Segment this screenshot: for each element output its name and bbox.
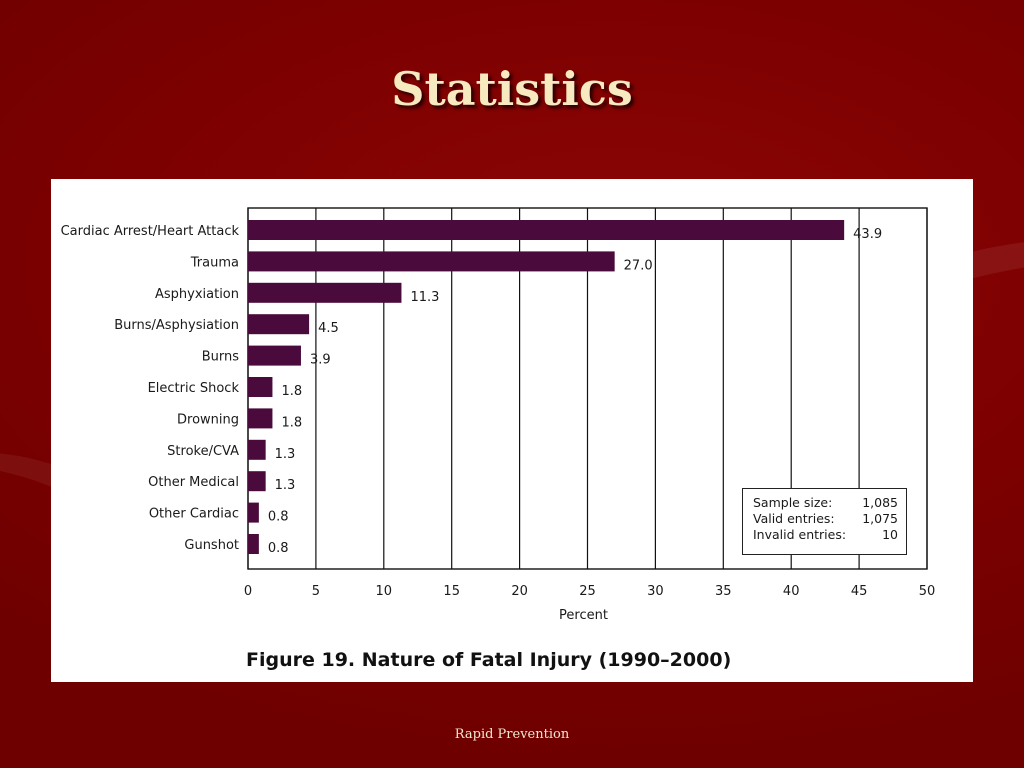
bar: [248, 471, 266, 492]
bar: [248, 251, 615, 272]
x-tick-label: 0: [244, 584, 252, 599]
data-label: 1.3: [275, 447, 296, 462]
data-label: 0.8: [268, 510, 289, 525]
x-tick-label: 15: [443, 584, 460, 599]
data-label: 27.0: [624, 258, 653, 273]
info-label: Valid entries:: [753, 511, 835, 526]
x-tick-label: 30: [647, 584, 664, 599]
data-label: 1.8: [281, 384, 302, 399]
category-label: Drowning: [177, 412, 239, 427]
x-tick-label: 35: [715, 584, 732, 599]
category-label: Asphyxiation: [155, 287, 239, 302]
category-label: Other Medical: [148, 475, 239, 490]
bar: [248, 345, 301, 366]
bar: [248, 220, 845, 240]
bar-chart: 0 5 10 15 20 25 30 35 40 45 50 Cardiac Arrest/Heart…: [61, 207, 936, 671]
x-tick-label: 20: [511, 584, 528, 599]
data-label: 1.3: [275, 478, 296, 493]
slide-footer: Rapid Prevention: [454, 727, 570, 742]
bar: [248, 408, 273, 429]
bar: [248, 502, 259, 523]
data-label: 0.8: [268, 541, 289, 556]
bar: [248, 439, 266, 460]
info-row-valid-entries: Valid entries: 1,075: [753, 511, 898, 527]
x-tick-label: 40: [783, 584, 800, 599]
data-label: 4.5: [318, 321, 339, 336]
category-label: Burns: [202, 350, 240, 365]
x-tick-label: 10: [376, 584, 393, 599]
info-value: 10: [882, 527, 898, 542]
x-tick-label: 45: [851, 584, 868, 599]
x-tick-label: 25: [579, 584, 596, 599]
slide-title: Statistics: [391, 62, 633, 116]
bar: [248, 282, 402, 303]
bar: [248, 534, 259, 554]
info-value: 1,085: [862, 495, 898, 510]
sample-info-box: Sample size: 1,085 Valid entries: 1,075 …: [742, 488, 907, 555]
info-row-invalid-entries: Invalid entries: 10: [753, 527, 898, 543]
category-label: Electric Shock: [148, 381, 240, 396]
info-value: 1,075: [862, 511, 898, 526]
bar: [248, 377, 273, 397]
data-label: 1.8: [281, 415, 302, 430]
x-tick-label: 5: [312, 584, 320, 599]
category-label: Trauma: [190, 255, 239, 270]
category-label: Gunshot: [184, 538, 239, 553]
category-label: Other Cardiac: [149, 507, 239, 522]
figure-caption: Figure 19. Nature of Fatal Injury (1990–…: [246, 649, 731, 671]
category-label: Cardiac Arrest/Heart Attack: [61, 224, 240, 239]
info-label: Sample size:: [753, 495, 833, 510]
category-label: Burns/Asphysiation: [114, 318, 239, 333]
info-label: Invalid entries:: [753, 527, 847, 542]
data-label: 11.3: [410, 290, 439, 305]
x-tick-label: 50: [919, 584, 936, 599]
info-row-sample-size: Sample size: 1,085: [753, 495, 898, 511]
bar: [248, 314, 310, 335]
chart-panel: 0 5 10 15 20 25 30 35 40 45 50 Cardiac Arrest/Heart…: [51, 179, 973, 682]
data-label: 3.9: [310, 353, 331, 368]
category-label: Stroke/CVA: [167, 444, 239, 459]
x-axis-title: Percent: [559, 608, 608, 623]
data-label: 43.9: [853, 227, 882, 242]
